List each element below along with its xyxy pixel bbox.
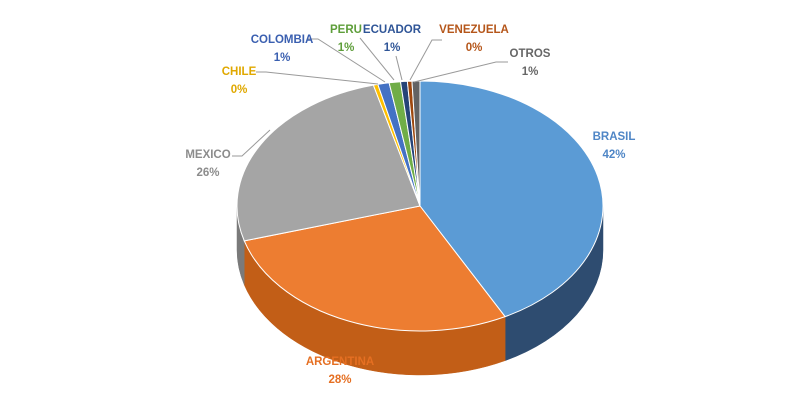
slice-label-colombia: COLOMBIA xyxy=(251,34,314,46)
slice-percent-mexico: 26% xyxy=(196,167,219,179)
leader-line-peru xyxy=(359,37,395,81)
leader-line-otros xyxy=(413,61,508,83)
leader-line-ecuador xyxy=(395,55,403,81)
slice-labels: BRASIL 42% ARGENTINA 28% MEXICO 26% CHILE 0% COL… xyxy=(185,24,635,386)
slice-label-venezuela: VENEZUELA xyxy=(439,24,509,36)
slice-label-chile: CHILE xyxy=(222,66,257,78)
leader-line-mexico xyxy=(232,129,271,157)
leader-line-venezuela xyxy=(409,39,442,81)
slice-label-otros: OTROS xyxy=(510,48,551,60)
leader-lines xyxy=(232,37,508,157)
slice-label-brasil: BRASIL xyxy=(593,131,636,143)
slice-argentina xyxy=(243,205,506,332)
slice-label-mexico: MEXICO xyxy=(185,149,230,161)
slice-percent-peru: 1% xyxy=(338,42,355,54)
slice-percent-venezuela: 0% xyxy=(466,42,483,54)
leader-line-colombia xyxy=(308,38,386,83)
slice-percent-ecuador: 1% xyxy=(384,42,401,54)
slice-brasil xyxy=(419,80,604,318)
slice-mexico xyxy=(236,84,421,242)
slice-percent-chile: 0% xyxy=(231,84,248,96)
slice-label-argentina: ARGENTINA xyxy=(306,356,374,368)
slice-percent-argentina: 28% xyxy=(328,374,351,386)
slice-percent-colombia: 1% xyxy=(274,52,291,64)
leader-line-chile xyxy=(256,71,379,85)
pie-slices xyxy=(236,80,604,332)
slice-label-ecuador: ECUADOR xyxy=(363,24,422,36)
slice-percent-brasil: 42% xyxy=(602,149,625,161)
slice-label-peru: PERU xyxy=(330,24,362,36)
slice-percent-otros: 1% xyxy=(522,66,539,78)
